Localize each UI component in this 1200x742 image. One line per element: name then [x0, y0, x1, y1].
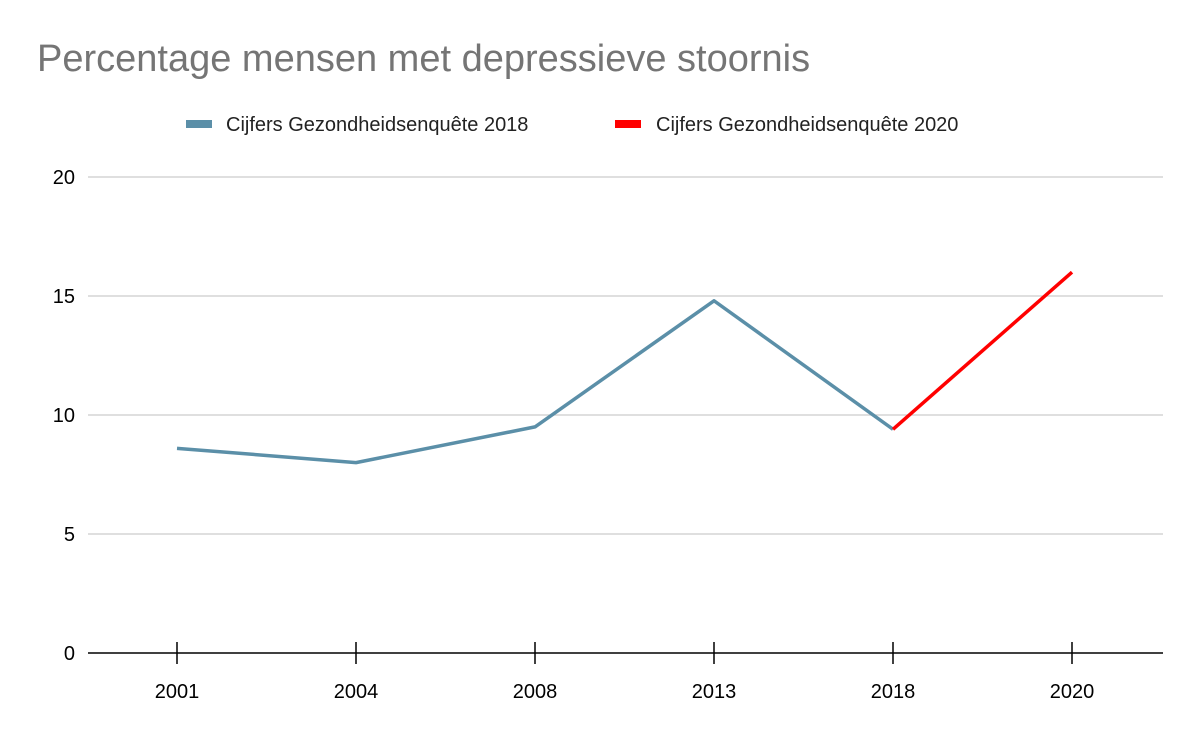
legend-label-1: Cijfers Gezondheidsenquête 2018: [226, 114, 528, 136]
grid: [88, 176, 1163, 535]
legend-swatch-1: [186, 120, 212, 128]
y-tick-label: 10: [53, 405, 75, 427]
legend: Cijfers Gezondheidsenquête 2018 Cijfers G…: [186, 114, 958, 136]
y-tick-label: 0: [64, 643, 75, 665]
y-tick-label: 20: [53, 167, 75, 189]
y-axis: 0 5 10 15 20: [53, 167, 75, 665]
x-tick-label: 2001: [155, 681, 200, 703]
series-line-1: [176, 299, 895, 465]
series-group: [176, 270, 1074, 465]
x-tick-label: 2018: [871, 681, 916, 703]
legend-swatch-2: [615, 120, 641, 128]
series-line-2: [891, 270, 1074, 431]
x-tick-label: 2004: [334, 681, 379, 703]
chart-title: Percentage mensen met depressieve stoorn…: [37, 38, 811, 80]
y-tick-label: 15: [53, 286, 75, 308]
x-axis: 2001 2004 2008 2013 2018 2020: [88, 642, 1163, 703]
x-tick-label: 2020: [1050, 681, 1095, 703]
legend-label-2: Cijfers Gezondheidsenquête 2020: [656, 114, 958, 136]
x-tick-label: 2013: [692, 681, 737, 703]
x-tick-label: 2008: [513, 681, 558, 703]
y-tick-label: 5: [64, 524, 75, 546]
